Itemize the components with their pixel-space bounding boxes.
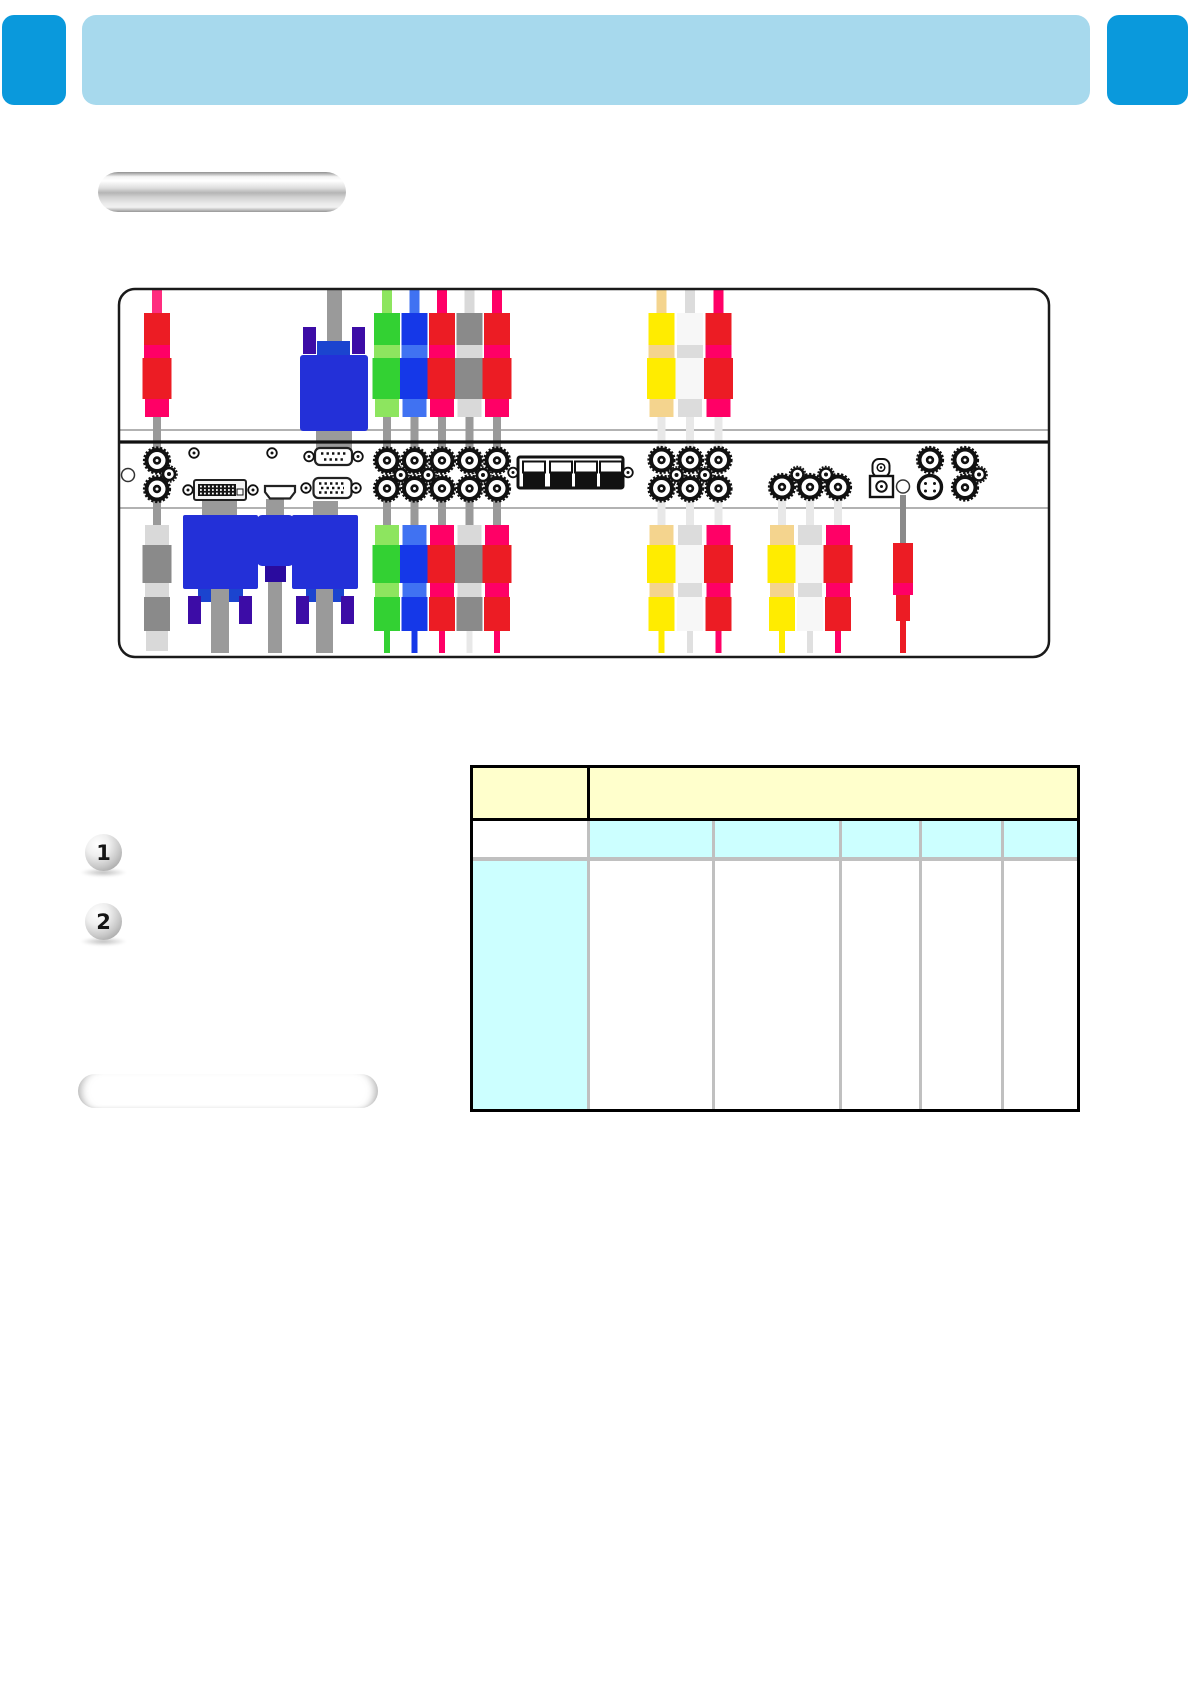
step-2-badge: 2 [85, 903, 122, 940]
s-video-port [915, 445, 945, 501]
vga-port [300, 476, 362, 500]
footer-pill [78, 1074, 378, 1108]
component-cable-green-bottom [372, 500, 402, 653]
device-outline [117, 287, 1051, 659]
table-body-cell [919, 861, 1001, 1109]
table-subheader-cell [839, 821, 919, 857]
step-1-badge: 1 [85, 834, 122, 871]
table-body-row [473, 861, 1077, 1109]
table-subheader-row [473, 821, 1077, 861]
component-cable-red-top [427, 289, 457, 450]
header-accent-left [2, 15, 66, 105]
component-cable-red2-bottom [482, 500, 512, 653]
composite-cable-white-bottom [675, 500, 705, 653]
dvi-port [182, 479, 259, 501]
component-cable-red-bottom [427, 500, 457, 653]
composite-cable-red-bottom [704, 500, 733, 653]
hdmi-port [263, 484, 297, 500]
header-title-bar [82, 15, 1090, 105]
table-body-cell [712, 861, 839, 1109]
vga-cable-top [300, 289, 368, 450]
table-header-cell [473, 768, 590, 818]
table-subheader-cell [919, 821, 1001, 857]
dvi-cable-bottom [183, 501, 258, 653]
rear-panel-diagram [117, 287, 1051, 659]
ring-port [120, 467, 136, 483]
table-header-cell-merged [590, 768, 1077, 818]
table-subheader-cell [1001, 821, 1077, 857]
hdmi-cable-bottom [257, 499, 294, 653]
table-body-cell [1001, 861, 1077, 1109]
table-subheader-blank [473, 821, 587, 857]
vga-cable-bottom [292, 501, 358, 653]
composite2-cable-white-bottom [795, 500, 825, 653]
audio-cable-red-top [142, 289, 172, 450]
component-cable-green-top [372, 289, 402, 450]
component-cable-blue-bottom [400, 500, 429, 653]
component-cable-gray-top [455, 289, 484, 450]
composite2-cable-red-bottom [823, 500, 853, 653]
component-cable-gray-bottom [455, 500, 484, 653]
composite-cable-yellow-top [647, 289, 676, 450]
table-header-row [473, 768, 1077, 821]
component-cable-red2-top [482, 289, 512, 450]
table-body-cell [587, 861, 712, 1109]
minijack-cable-red-bottom [893, 495, 913, 653]
table-subheader-cell [712, 821, 839, 857]
table-body-cell [839, 861, 919, 1109]
screw-icon [266, 447, 278, 459]
table-subheader-cell [587, 821, 712, 857]
section-pill [98, 172, 346, 212]
step-1-shadow [80, 868, 127, 877]
antenna-port [868, 458, 895, 499]
composite-cable-yellow-bottom [647, 500, 676, 653]
rs232-port [303, 446, 364, 467]
component-rca-grid [372, 445, 512, 504]
screw-icon [188, 447, 200, 459]
step-2-shadow [80, 937, 127, 946]
minijack-ring [895, 479, 911, 494]
composite-cable-white-top [675, 289, 705, 450]
audio-cable-gray-bottom [142, 500, 172, 651]
component-cable-blue-top [400, 289, 429, 450]
connection-table [470, 765, 1080, 1112]
table-row-label [473, 861, 587, 1109]
composite2-cable-yellow-bottom [767, 500, 797, 653]
composite-cable-red-top [704, 289, 733, 450]
speaker-terminal-block [507, 455, 634, 490]
header-accent-right [1107, 15, 1188, 105]
